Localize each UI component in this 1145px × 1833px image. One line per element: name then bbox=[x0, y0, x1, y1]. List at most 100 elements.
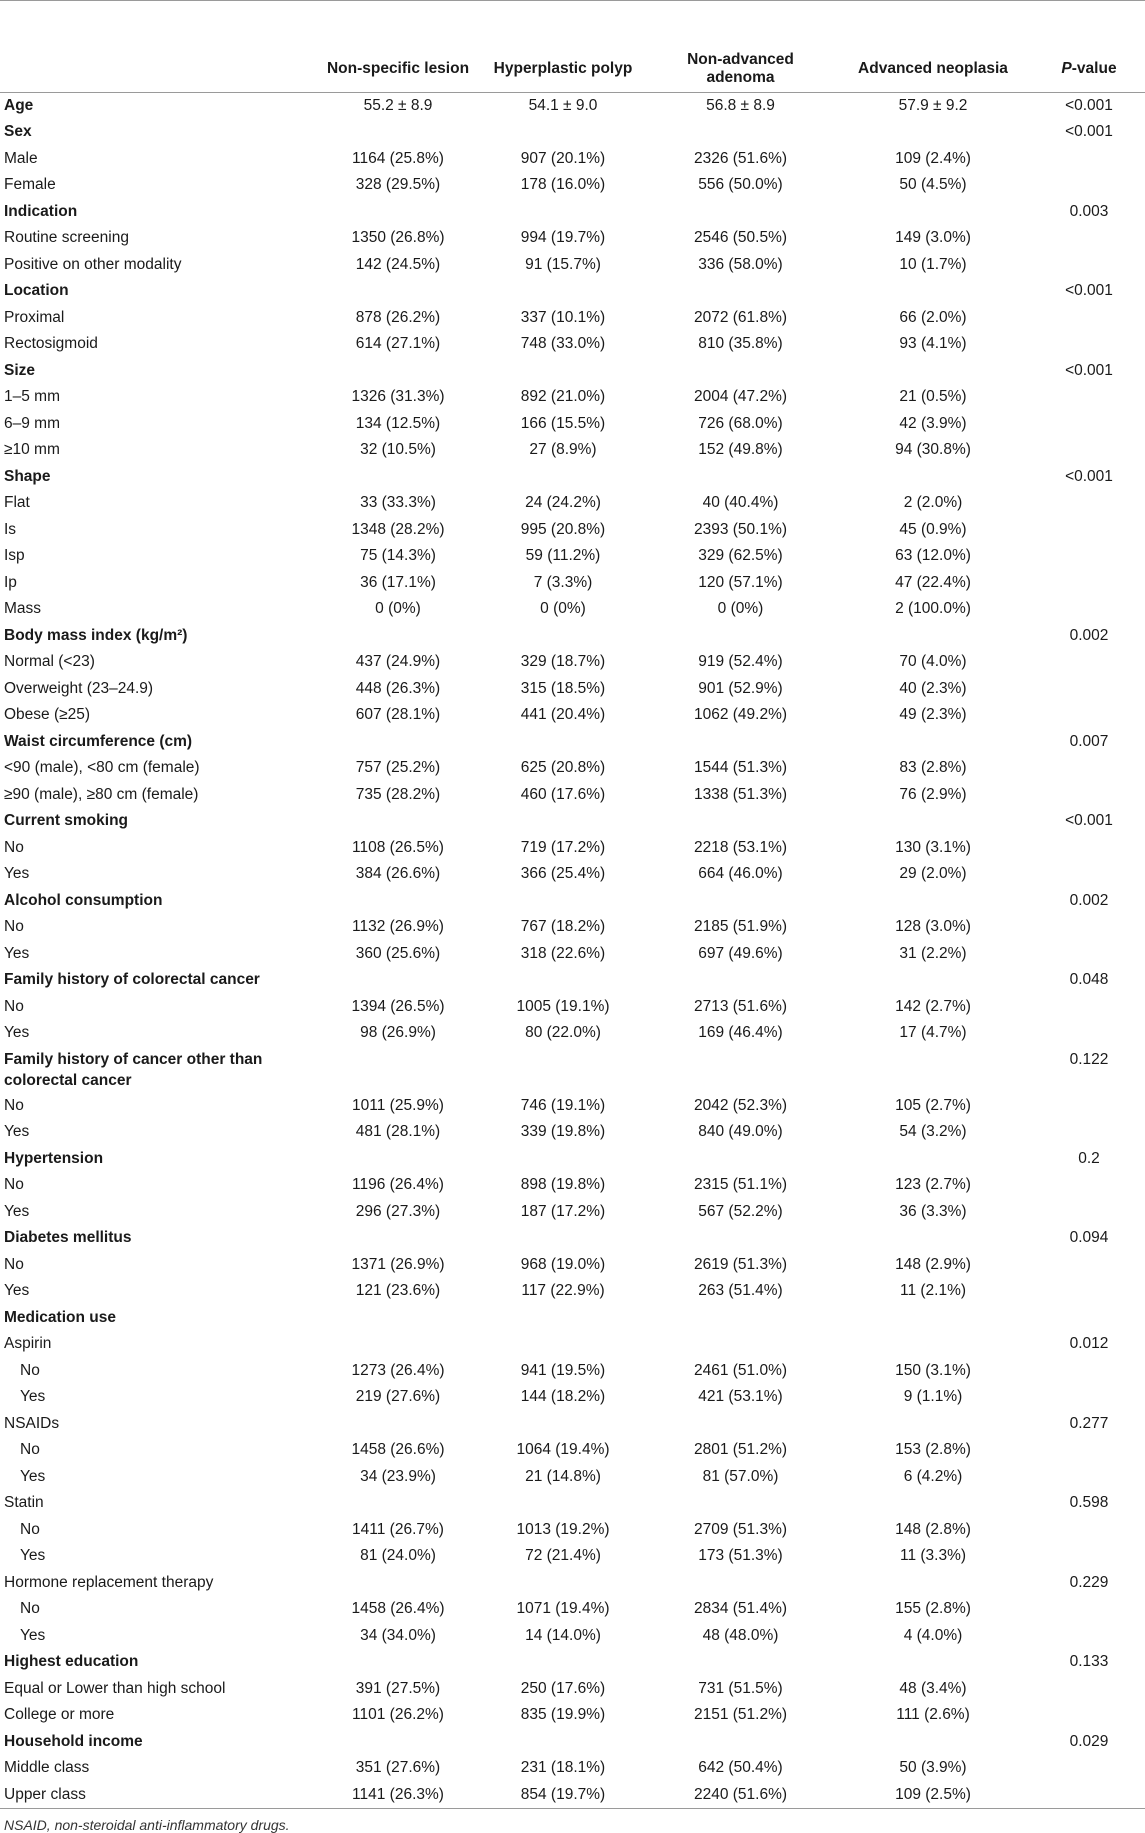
cell-non-specific-lesion: 142 (24.5%) bbox=[355, 255, 441, 273]
cell-hyperplastic-polyp bbox=[478, 199, 648, 226]
row-label: Yes bbox=[4, 1282, 30, 1300]
header-p-value: P-value bbox=[1033, 46, 1145, 93]
cell-p-value bbox=[1033, 543, 1145, 570]
cell-advanced-neoplasia: 70 (4.0%) bbox=[899, 653, 967, 671]
cell-advanced-neoplasia: 142 (2.7%) bbox=[895, 997, 971, 1015]
row-label: No bbox=[20, 1441, 40, 1459]
cell-hyperplastic-polyp bbox=[478, 358, 648, 385]
cell-advanced-neoplasia: 94 (30.8%) bbox=[895, 441, 971, 459]
cell-hyperplastic-polyp: 460 (17.6%) bbox=[520, 785, 606, 803]
row-label: Alcohol consumption bbox=[4, 891, 163, 909]
cell-non-specific-lesion bbox=[318, 1047, 478, 1093]
cell-non-advanced-adenoma: 2801 (51.2%) bbox=[693, 1441, 788, 1459]
cell-non-advanced-adenoma: 1338 (51.3%) bbox=[693, 785, 788, 803]
row-label: <90 (male), <80 cm (female) bbox=[4, 759, 200, 777]
row-label: No bbox=[4, 1255, 24, 1273]
cell-hyperplastic-polyp: 625 (20.8%) bbox=[520, 759, 606, 777]
cell-non-specific-lesion: 0 (0%) bbox=[375, 600, 421, 618]
cell-non-advanced-adenoma: 40 (40.4%) bbox=[702, 494, 779, 512]
row-label: No bbox=[4, 1176, 24, 1194]
table-row: Positive on other modality 142 (24.5%) 91 … bbox=[0, 252, 1145, 279]
cell-advanced-neoplasia: 54 (3.2%) bbox=[899, 1123, 967, 1141]
cell-hyperplastic-polyp: 1005 (19.1%) bbox=[516, 997, 610, 1015]
cell-hyperplastic-polyp: 59 (11.2%) bbox=[525, 547, 601, 565]
cell-p-value bbox=[1033, 1384, 1145, 1411]
cell-hyperplastic-polyp: 14 (14.0%) bbox=[525, 1626, 601, 1644]
cell-advanced-neoplasia: 10 (1.7%) bbox=[899, 255, 967, 273]
cell-hyperplastic-polyp: 767 (18.2%) bbox=[520, 918, 606, 936]
cell-hyperplastic-polyp: 315 (18.5%) bbox=[520, 679, 606, 697]
cell-non-advanced-adenoma: 2218 (53.1%) bbox=[693, 838, 788, 856]
cell-non-advanced-adenoma: 2072 (61.8%) bbox=[693, 308, 788, 326]
row-label: No bbox=[4, 997, 24, 1015]
cell-non-specific-lesion bbox=[318, 1729, 478, 1756]
cell-non-advanced-adenoma: 2709 (51.3%) bbox=[693, 1520, 788, 1538]
cell-p-value: <0.001 bbox=[1065, 97, 1113, 114]
cell-advanced-neoplasia: 83 (2.8%) bbox=[899, 759, 967, 777]
table-row: Male 1164 (25.8%) 907 (20.1%) 2326 (51.6%) 1… bbox=[0, 146, 1145, 173]
cell-advanced-neoplasia: 48 (3.4%) bbox=[899, 1679, 967, 1697]
cell-advanced-neoplasia: 42 (3.9%) bbox=[899, 414, 967, 432]
cell-non-specific-lesion: 1411 (26.7%) bbox=[352, 1520, 444, 1538]
cell-non-specific-lesion: 1371 (26.9%) bbox=[351, 1255, 445, 1273]
cell-non-advanced-adenoma bbox=[648, 1411, 833, 1438]
cell-hyperplastic-polyp bbox=[478, 1411, 648, 1438]
table-row: No 1458 (26.6%) 1064 (19.4%) 2801 (51.2%) 15… bbox=[0, 1437, 1145, 1464]
cell-hyperplastic-polyp: 1071 (19.4%) bbox=[516, 1600, 610, 1618]
cell-non-advanced-adenoma: 173 (51.3%) bbox=[698, 1547, 783, 1565]
cell-non-specific-lesion bbox=[318, 1570, 478, 1597]
cell-p-value: <0.001 bbox=[1065, 467, 1113, 485]
row-label: Yes bbox=[4, 1123, 30, 1141]
cell-hyperplastic-polyp bbox=[478, 464, 648, 491]
cell-advanced-neoplasia: 149 (3.0%) bbox=[895, 229, 971, 247]
footnote: NSAID, non-steroidal anti-inflammatory d… bbox=[4, 1816, 290, 1833]
cell-p-value bbox=[1033, 941, 1145, 968]
cell-non-advanced-adenoma bbox=[648, 1047, 833, 1093]
cell-advanced-neoplasia: 11 (2.1%) bbox=[899, 1282, 967, 1300]
cell-non-specific-lesion: 219 (27.6%) bbox=[355, 1388, 441, 1406]
cell-non-advanced-adenoma bbox=[648, 464, 833, 491]
cell-advanced-neoplasia: 2 (2.0%) bbox=[903, 494, 963, 512]
cell-p-value bbox=[1033, 782, 1145, 809]
cell-non-specific-lesion: 607 (28.1%) bbox=[355, 706, 441, 724]
cell-advanced-neoplasia bbox=[833, 1331, 1033, 1358]
cell-non-advanced-adenoma: 56.8 ± 8.9 bbox=[706, 97, 775, 114]
row-label: ≥10 mm bbox=[4, 441, 60, 459]
cell-non-specific-lesion bbox=[318, 1146, 478, 1173]
table-row: Yes 219 (27.6%) 144 (18.2%) 421 (53.1%) 9 (1… bbox=[0, 1384, 1145, 1411]
table-row: No 1196 (26.4%) 898 (19.8%) 2315 (51.1%) 123… bbox=[0, 1172, 1145, 1199]
row-label: Age bbox=[4, 97, 34, 114]
cell-non-specific-lesion: 448 (26.3%) bbox=[355, 679, 441, 697]
cell-non-specific-lesion: 1326 (31.3%) bbox=[351, 388, 445, 406]
cell-non-specific-lesion: 360 (25.6%) bbox=[355, 944, 441, 962]
row-label: 1–5 mm bbox=[4, 388, 60, 406]
table-row: Female 328 (29.5%) 178 (16.0%) 556 (50.0%) 5… bbox=[0, 172, 1145, 199]
cell-non-advanced-adenoma: 810 (35.8%) bbox=[698, 335, 783, 353]
cell-advanced-neoplasia bbox=[833, 278, 1033, 305]
cell-advanced-neoplasia: 29 (2.0%) bbox=[899, 865, 967, 883]
cell-hyperplastic-polyp: 892 (21.0%) bbox=[520, 388, 606, 406]
cell-non-advanced-adenoma: 642 (50.4%) bbox=[698, 1759, 783, 1777]
cell-hyperplastic-polyp bbox=[478, 1146, 648, 1173]
row-label: Proximal bbox=[4, 308, 65, 326]
row-label: Yes bbox=[20, 1626, 46, 1644]
cell-non-specific-lesion: 98 (26.9%) bbox=[360, 1024, 436, 1042]
cell-advanced-neoplasia: 6 (4.2%) bbox=[903, 1467, 963, 1485]
cell-hyperplastic-polyp: 329 (18.7%) bbox=[520, 653, 606, 671]
row-label: No bbox=[4, 838, 24, 856]
cell-non-specific-lesion: 1273 (26.4%) bbox=[351, 1361, 445, 1379]
cell-p-value: 0.133 bbox=[1069, 1653, 1109, 1671]
cell-non-advanced-adenoma bbox=[648, 1649, 833, 1676]
table-row: College or more 1101 (26.2%) 835 (19.9%) 21… bbox=[0, 1702, 1145, 1729]
table-row: Current smoking <0.001 bbox=[0, 808, 1145, 835]
cell-p-value: 0.007 bbox=[1069, 732, 1109, 750]
cell-hyperplastic-polyp: 166 (15.5%) bbox=[520, 414, 606, 432]
cell-non-advanced-adenoma: 1062 (49.2%) bbox=[693, 706, 788, 724]
cell-advanced-neoplasia bbox=[833, 358, 1033, 385]
cell-non-advanced-adenoma bbox=[648, 278, 833, 305]
cell-advanced-neoplasia: 109 (2.4%) bbox=[895, 149, 971, 167]
table-row: Yes 34 (34.0%) 14 (14.0%) 48 (48.0%) 4 (4.0%… bbox=[0, 1623, 1145, 1650]
cell-hyperplastic-polyp bbox=[478, 1047, 648, 1093]
cell-non-advanced-adenoma: 2619 (51.3%) bbox=[693, 1255, 788, 1273]
cell-hyperplastic-polyp bbox=[478, 808, 648, 835]
